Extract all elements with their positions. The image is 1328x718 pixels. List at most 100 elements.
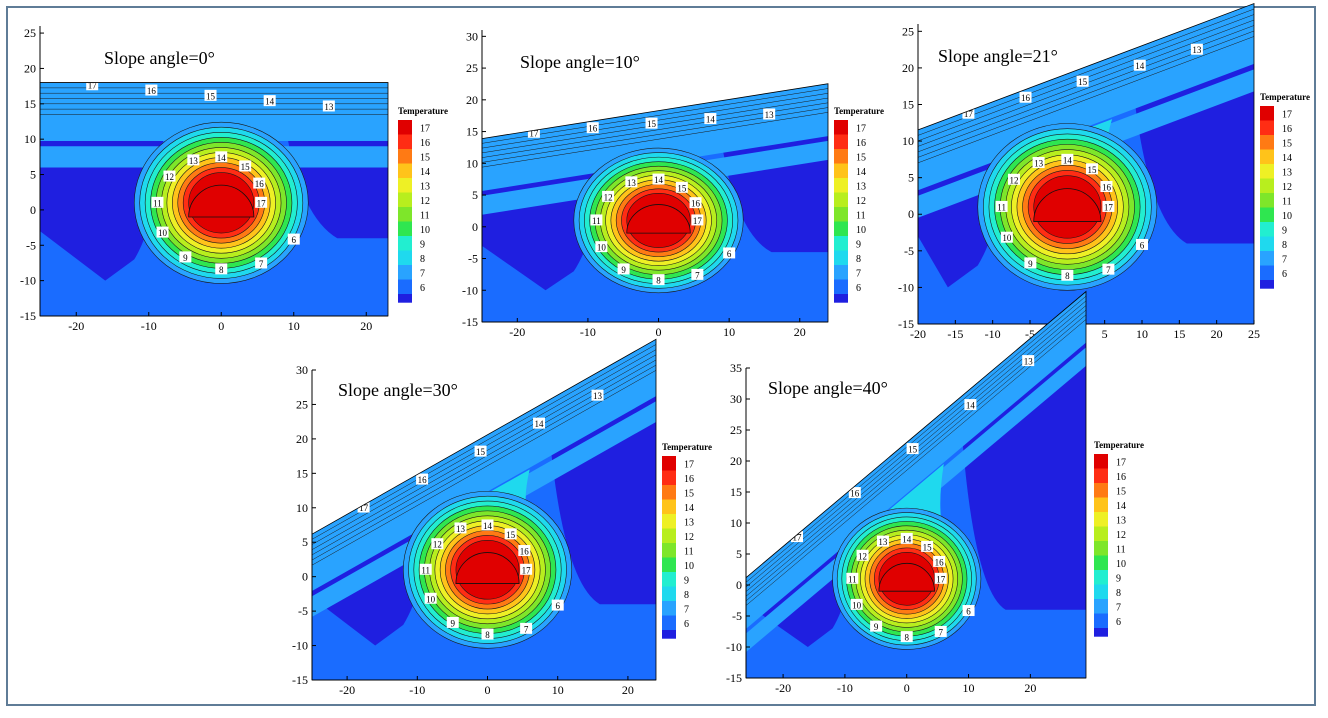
legend-label: 15 xyxy=(856,152,866,163)
legend-label: 10 xyxy=(1282,211,1292,222)
contour-label-bg xyxy=(723,247,736,259)
contour-label-bg xyxy=(848,487,861,499)
contour-label-bg xyxy=(870,620,883,632)
contour-label: 11 xyxy=(997,202,1006,212)
legend-swatch xyxy=(662,615,676,630)
contour-label-bg xyxy=(791,531,803,543)
legend-swatch xyxy=(1260,149,1274,164)
legend-title: Temperature xyxy=(834,106,884,116)
legend-label: 13 xyxy=(684,517,694,528)
x-tick-label: 20 xyxy=(360,319,372,333)
y-tick-label: 0 xyxy=(472,220,478,234)
legend-swatch xyxy=(662,601,676,616)
y-tick-label: 20 xyxy=(466,93,478,107)
contour-label-bg xyxy=(691,214,704,226)
contour-label: 9 xyxy=(621,265,626,275)
contour-label: 16 xyxy=(418,475,428,485)
x-tick-label: 20 xyxy=(1024,681,1036,695)
x-tick-label: -20 xyxy=(509,325,525,339)
contour-label: 17 xyxy=(964,109,974,119)
legend-swatch xyxy=(834,265,848,280)
x-tick-label: 15 xyxy=(1173,327,1185,341)
contour-label-bg xyxy=(900,631,913,643)
legend-label: 14 xyxy=(684,503,694,514)
legend-swatch xyxy=(662,499,676,514)
y-tick-label: 25 xyxy=(730,423,742,437)
legend-label: 17 xyxy=(1116,457,1126,468)
legend-label: 10 xyxy=(856,225,866,236)
contour-label-bg xyxy=(187,154,200,166)
y-tick-label: -5 xyxy=(904,244,914,258)
contour-label: 15 xyxy=(647,119,657,129)
contour-label: 10 xyxy=(426,594,436,604)
contour-label: 13 xyxy=(456,524,466,534)
y-tick-label: 0 xyxy=(302,570,308,584)
chart-title: Slope angle=30° xyxy=(338,380,458,400)
y-tick-label: 15 xyxy=(466,125,478,139)
temperature-legend: Temperature 17 16 15 14 13 12 11 10 9 8 7 6 xyxy=(1094,440,1144,637)
legend-label: 7 xyxy=(856,268,861,279)
contour-label-bg xyxy=(617,263,630,275)
contour-label-bg xyxy=(1076,75,1089,87)
panel-slope-0: 17 16 15 14 13 12 11 10 9 8 7 6 17 16 15 14 13 -20 -10 0 10 2… xyxy=(20,20,460,333)
contour-label-bg xyxy=(1022,355,1035,367)
contour-label-bg xyxy=(431,538,444,550)
legend-swatch xyxy=(398,236,412,251)
legend-swatch xyxy=(398,250,412,265)
x-tick-label: -20 xyxy=(910,327,926,341)
contour-label-bg xyxy=(518,545,531,557)
contour-label: 12 xyxy=(858,551,867,561)
y-tick-label: -10 xyxy=(898,280,914,294)
legend-label: 12 xyxy=(420,196,430,207)
contour-label-bg xyxy=(763,108,776,120)
contour-label: 11 xyxy=(421,565,430,575)
y-tick-label: 20 xyxy=(730,454,742,468)
contour-label-bg xyxy=(533,417,546,429)
legend-swatch xyxy=(834,178,848,193)
contour-label: 13 xyxy=(765,110,775,120)
legend-label: 8 xyxy=(1282,240,1287,251)
x-tick-label: 0 xyxy=(904,681,910,695)
contour-label-bg xyxy=(921,540,934,552)
surface-band-7 xyxy=(746,291,1086,629)
contour-label: 11 xyxy=(153,198,162,208)
contour-label: 13 xyxy=(593,391,603,401)
contour-label-bg xyxy=(962,605,975,617)
legend-label: 14 xyxy=(420,167,430,178)
contour-label: 14 xyxy=(1063,155,1073,165)
legend-label: 7 xyxy=(1116,602,1121,613)
contour-label: 17 xyxy=(793,533,803,543)
temperature-legend: Temperature 17 16 15 14 13 12 11 10 9 8 7 6 xyxy=(398,106,448,303)
legend-title: Temperature xyxy=(1094,440,1144,450)
contour-label-bg xyxy=(86,82,99,91)
legend-label: 13 xyxy=(856,181,866,192)
contour-label: 10 xyxy=(852,600,862,610)
contour-label: 13 xyxy=(1192,45,1202,55)
contour-label-bg xyxy=(454,522,467,534)
legend-label: 10 xyxy=(684,561,694,572)
x-tick-label: 10 xyxy=(723,325,735,339)
y-tick-label: 5 xyxy=(30,168,36,182)
surface-band-7 xyxy=(918,3,1254,191)
contour-label-bg xyxy=(1133,59,1146,71)
legend-label: 16 xyxy=(856,138,866,149)
y-tick-label: 5 xyxy=(302,535,308,549)
contour-label: 11 xyxy=(848,574,857,584)
legend-label: 13 xyxy=(420,181,430,192)
legend-swatch xyxy=(662,557,676,572)
contour-label-bg xyxy=(962,107,975,119)
legend-swatch xyxy=(1094,599,1108,614)
contour-label: 12 xyxy=(604,192,613,202)
chart-title: Slope angle=10° xyxy=(520,52,640,72)
legend-swatch xyxy=(398,163,412,178)
legend-swatch xyxy=(1094,613,1108,628)
contour-label-bg xyxy=(1000,231,1013,243)
y-tick-label: 0 xyxy=(30,203,36,217)
surface-contour-line xyxy=(918,36,1254,164)
surface-band-7 xyxy=(312,339,656,592)
contour-label: 16 xyxy=(588,124,598,134)
contour-label-bg xyxy=(1007,173,1020,185)
y-tick-label: 35 xyxy=(730,361,742,375)
y-tick-label: -10 xyxy=(726,640,742,654)
contour-label: 8 xyxy=(485,630,490,640)
